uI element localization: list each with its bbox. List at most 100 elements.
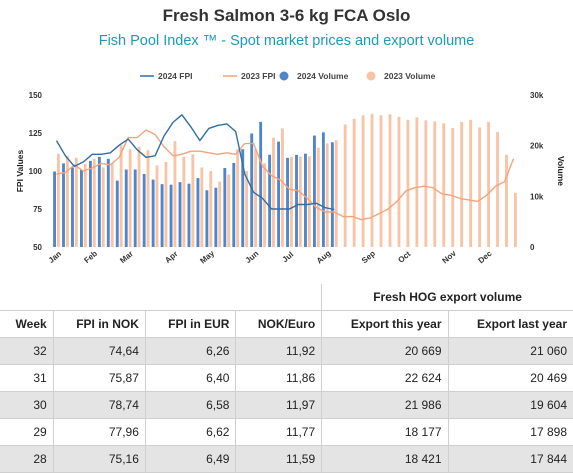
cell-export-last-year: 21 060 bbox=[447, 337, 573, 365]
cell-fpi-nok: 75,16 bbox=[52, 445, 146, 473]
bar-2023-volume bbox=[406, 119, 410, 247]
column-header-fpi-nok: FPI in NOK bbox=[52, 310, 146, 338]
cell-week: 31 bbox=[0, 364, 54, 392]
bar-2023-volume bbox=[460, 121, 464, 247]
bar-2023-volume bbox=[182, 156, 186, 247]
column-header-export-last-year: Export last year bbox=[447, 310, 573, 338]
y-tick-label: 125 bbox=[29, 129, 43, 138]
bar-2023-volume bbox=[289, 156, 293, 247]
bar-2024-volume bbox=[151, 179, 155, 247]
bar-2023-volume bbox=[505, 154, 508, 247]
cell-fpi-eur: 6,49 bbox=[144, 445, 236, 473]
bar-2023-volume bbox=[209, 171, 213, 247]
bar-2023-volume bbox=[424, 120, 428, 247]
bar-2023-volume bbox=[379, 115, 383, 247]
bar-2023-volume bbox=[442, 123, 446, 247]
bar-2023-volume bbox=[227, 174, 231, 247]
x-tick-label: Jul bbox=[281, 250, 296, 264]
cell-fpi-eur: 6,40 bbox=[144, 364, 236, 392]
cell-nok-euro: 11,97 bbox=[235, 391, 322, 419]
x-tick-label: Sep bbox=[360, 249, 377, 265]
bar-2024-volume bbox=[330, 142, 334, 247]
bar-2024-volume bbox=[214, 187, 218, 247]
legend-swatch-3 bbox=[279, 71, 289, 81]
y-tick-label: 50 bbox=[33, 243, 42, 252]
bar-2023-volume bbox=[110, 163, 114, 247]
bar-2023-volume bbox=[92, 158, 96, 247]
table-row: 31 75,87 6,40 11,86 22 624 20 469 bbox=[0, 364, 573, 392]
bar-2024-volume bbox=[142, 174, 146, 247]
bar-2024-volume bbox=[71, 167, 74, 247]
table-group-header-row: Fresh HOG export volume bbox=[0, 284, 573, 311]
bar-2023-volume bbox=[307, 156, 311, 247]
bar-2024-volume bbox=[241, 149, 245, 247]
y2-axis-title: Volume bbox=[556, 156, 566, 186]
y2-tick-label: 20k bbox=[530, 142, 544, 151]
cell-export-last-year: 17 898 bbox=[447, 418, 573, 446]
bar-2024-volume bbox=[53, 171, 56, 247]
table-row: 28 75,16 6,49 11,59 18 421 17 844 bbox=[0, 445, 573, 473]
column-header-nok-euro: NOK/Euro bbox=[235, 310, 322, 338]
bar-2024-volume bbox=[62, 163, 65, 247]
bar-2023-volume bbox=[281, 128, 284, 247]
bar-2024-volume bbox=[295, 154, 298, 247]
bar-2023-volume bbox=[245, 171, 249, 247]
cell-fpi-nok: 74,64 bbox=[52, 337, 146, 365]
bar-2023-volume bbox=[388, 114, 392, 248]
table-row: 32 74,64 6,26 11,92 20 669 21 060 bbox=[0, 337, 573, 365]
cell-week: 28 bbox=[0, 445, 54, 473]
chart-subtitle: Fish Pool Index ™ - Spot market prices a… bbox=[98, 33, 475, 49]
cell-fpi-nok: 77,96 bbox=[52, 418, 146, 446]
bar-2023-volume bbox=[65, 155, 69, 247]
bar-2024-volume bbox=[178, 182, 182, 247]
cell-week: 30 bbox=[0, 391, 54, 419]
x-tick-label: Jan bbox=[47, 249, 63, 265]
bar-2023-volume bbox=[200, 167, 204, 247]
bar-2024-volume bbox=[88, 160, 92, 247]
legend-label: 2024 Volume bbox=[297, 71, 349, 81]
cell-nok-euro: 11,77 bbox=[235, 418, 322, 446]
table-row: 30 78,74 6,58 11,97 21 986 19 604 bbox=[0, 391, 573, 419]
fpi-volume-chart: 2024 FPI 2023 FPI 2024 Volume 2023 Volume 15… bbox=[15, 71, 566, 266]
bar-2023-volume bbox=[164, 161, 168, 247]
cell-week: 29 bbox=[0, 418, 54, 446]
y2-tick-label: 10k bbox=[530, 192, 544, 201]
x-tick-label: Feb bbox=[82, 249, 99, 265]
bar-2024-volume bbox=[232, 162, 236, 247]
x-tick-label: May bbox=[198, 248, 216, 265]
table-group-header-spacer bbox=[0, 284, 322, 311]
table-row: 29 77,96 6,62 11,77 18 177 17 898 bbox=[0, 418, 573, 446]
cell-export-this-year: 21 986 bbox=[321, 391, 449, 419]
bar-2023-volume bbox=[119, 145, 123, 247]
y2-tick-label: 30k bbox=[530, 91, 544, 100]
bar-2023-volume bbox=[146, 150, 150, 247]
cell-fpi-eur: 6,58 bbox=[144, 391, 236, 419]
bar-2024-volume bbox=[79, 169, 83, 247]
legend-label: 2023 FPI bbox=[241, 71, 276, 81]
bar-2023-volume bbox=[137, 146, 141, 247]
bar-2024-volume bbox=[187, 183, 191, 247]
cell-nok-euro: 11,59 bbox=[235, 445, 322, 473]
cell-export-this-year: 18 177 bbox=[321, 418, 449, 446]
cell-week: 32 bbox=[0, 337, 54, 365]
fpi-export-table: Fresh HOG export volume Week FPI in NOK … bbox=[0, 284, 573, 473]
bar-2023-volume bbox=[415, 117, 419, 247]
cell-export-last-year: 19 604 bbox=[447, 391, 573, 419]
bar-2023-volume bbox=[397, 116, 401, 247]
cell-nok-euro: 11,86 bbox=[235, 364, 322, 392]
bar-2024-volume bbox=[124, 169, 128, 247]
bar-2023-volume bbox=[254, 149, 258, 247]
cell-export-last-year: 17 844 bbox=[447, 445, 573, 473]
bar-2023-volume bbox=[343, 124, 347, 247]
bar-2023-volume bbox=[128, 149, 132, 247]
bar-2024-volume bbox=[169, 184, 173, 247]
y-tick-label: 100 bbox=[29, 167, 43, 176]
x-tick-label: Aug bbox=[315, 249, 333, 266]
cell-export-this-year: 22 624 bbox=[321, 364, 449, 392]
bar-2024-volume bbox=[250, 133, 254, 247]
bar-2023-volume bbox=[352, 118, 356, 248]
cell-fpi-eur: 6,26 bbox=[144, 337, 236, 365]
bar-2024-volume bbox=[196, 178, 200, 247]
cell-export-this-year: 20 669 bbox=[321, 337, 449, 365]
bar-2024-volume bbox=[304, 153, 307, 247]
